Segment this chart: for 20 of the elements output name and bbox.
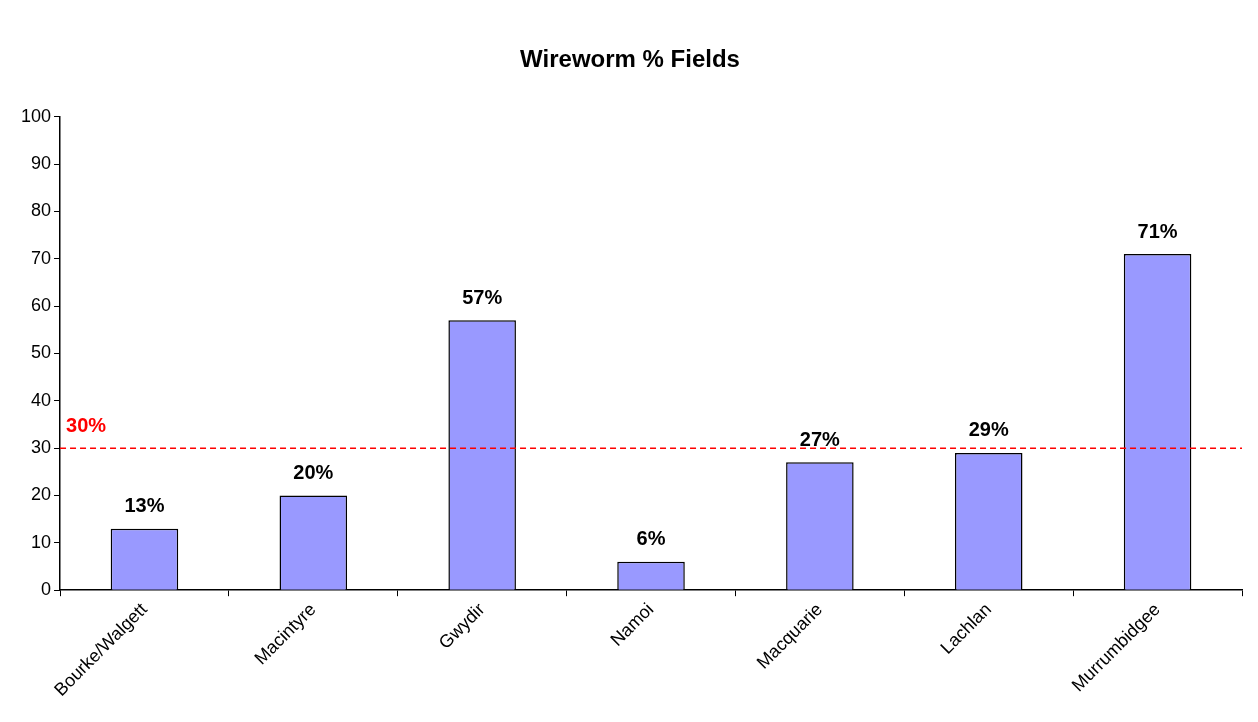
chart-title: Wireworm % Fields xyxy=(520,45,740,73)
y-tick-label: 40 xyxy=(31,389,52,410)
y-tick-label: 30 xyxy=(31,437,52,458)
y-tick-label: 50 xyxy=(31,342,52,363)
y-tick-label: 70 xyxy=(31,247,52,268)
y-tick-label: 100 xyxy=(20,105,52,126)
data-label: 13% xyxy=(124,494,165,517)
data-label: 20% xyxy=(293,461,334,484)
data-label: 71% xyxy=(1137,219,1178,242)
data-label: 6% xyxy=(636,527,666,550)
y-tick-label: 90 xyxy=(31,153,52,174)
y-tick-label: 0 xyxy=(41,579,52,600)
y-tick-label: 60 xyxy=(31,295,52,316)
data-label: 27% xyxy=(799,427,841,450)
y-tick-label: 20 xyxy=(31,484,52,505)
data-label: 57% xyxy=(462,285,503,308)
y-tick-label: 10 xyxy=(31,531,52,552)
y-tick-label: 80 xyxy=(31,200,52,221)
data-label: 29% xyxy=(968,418,1009,441)
ref-line-label: 30% xyxy=(66,413,107,436)
